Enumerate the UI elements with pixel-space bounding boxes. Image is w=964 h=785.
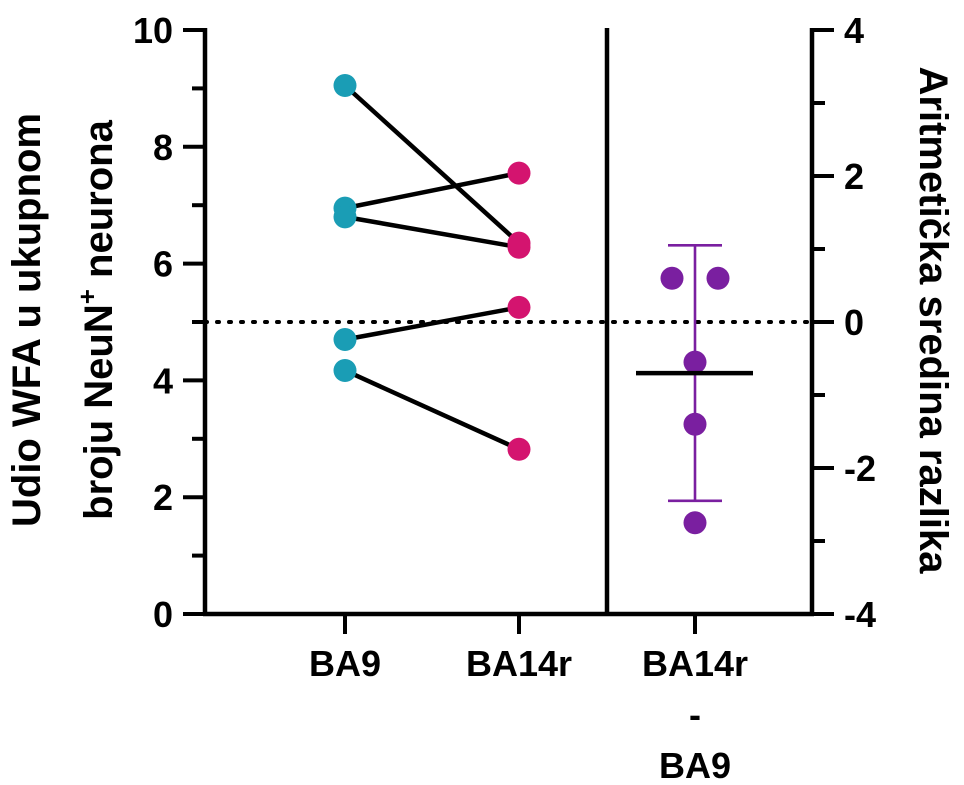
- difference-point-4: [683, 412, 707, 436]
- left-tick-label: 10: [133, 10, 173, 51]
- difference-point-1: [660, 266, 684, 290]
- left-axis-title-line1: Udio WFA u ukupnom: [5, 113, 49, 527]
- right-tick-label: 2: [844, 156, 864, 197]
- left-tick-label: 6: [153, 244, 173, 285]
- left-axis-title-line2-suffix: neurona: [77, 119, 121, 289]
- x-category-label-diff: BA9: [659, 745, 731, 785]
- ba14r-point-4: [507, 295, 531, 319]
- right-tick-label: 0: [844, 302, 864, 343]
- left-axis-title-line2: broju NeuN+ neurona: [72, 119, 121, 519]
- left-tick-label: 4: [153, 360, 173, 401]
- x-category-label-BA9: BA9: [309, 643, 381, 684]
- pair-line-4: [344, 305, 520, 342]
- plot-layer: 0 2 4 6 8 10 4 2 0 -2 -4 BA9 BA14r BA14r - BA9: [133, 10, 876, 785]
- difference-point-5: [683, 511, 707, 535]
- ba14r-point-2: [507, 161, 531, 185]
- left-tick-label: 0: [153, 594, 173, 635]
- pair-line-1: [343, 83, 521, 245]
- ba9-point-3: [333, 205, 357, 229]
- ba9-point-5: [333, 358, 357, 382]
- difference-point-3: [683, 350, 707, 374]
- ba14r-point-3: [507, 235, 531, 259]
- right-axis-title: Aritmetička sredina razlika: [911, 67, 955, 575]
- difference-point-2: [706, 266, 730, 290]
- left-axis-title-superscript: +: [72, 289, 102, 304]
- left-axis-title-line2-prefix: broju NeuN: [77, 304, 121, 520]
- ba9-point-1: [333, 73, 357, 97]
- ba14r-point-5: [507, 437, 531, 461]
- right-tick-label: -2: [844, 448, 876, 489]
- pair-line-2: [344, 170, 520, 211]
- ba9-point-4: [333, 328, 357, 352]
- x-category-label-diff: BA14r: [642, 643, 748, 684]
- left-tick-label: 8: [153, 127, 173, 168]
- right-tick-label: 4: [844, 10, 864, 51]
- x-category-label-diff: -: [689, 694, 701, 735]
- pair-line-3: [344, 214, 520, 250]
- left-tick-label: 2: [153, 477, 173, 518]
- pair-line-5: [344, 368, 520, 452]
- x-category-label-BA14r: BA14r: [466, 643, 572, 684]
- right-tick-label: -4: [844, 594, 876, 635]
